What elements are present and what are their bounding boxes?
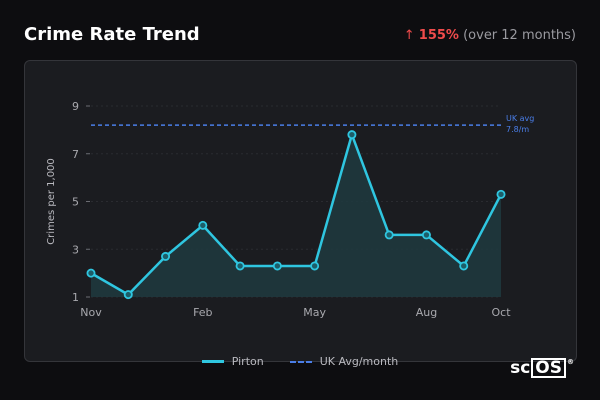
- y-tick-label: 7: [72, 148, 79, 161]
- legend-item-reference[interactable]: UK Avg/month: [289, 355, 399, 368]
- data-point: [161, 251, 171, 261]
- reference-label-line2: 7.8/m: [506, 125, 529, 134]
- logo-text-box: OS: [531, 358, 566, 378]
- series-area: [91, 134, 501, 297]
- data-point: [198, 220, 208, 230]
- legend-item-series[interactable]: Pirton: [201, 355, 264, 368]
- x-tick-label: Feb: [193, 306, 212, 319]
- x-tick-label: Oct: [491, 306, 511, 319]
- legend-swatch-series: [201, 360, 224, 363]
- change-percent: 155%: [418, 28, 459, 43]
- change-summary: ↑ 155% (over 12 months): [404, 28, 576, 43]
- y-axis-label: Crimes per 1,000: [46, 158, 57, 245]
- legend-label-reference: UK Avg/month: [319, 355, 399, 368]
- chart-title: Crime Rate Trend: [24, 24, 200, 45]
- data-point: [347, 130, 357, 140]
- series-line: [90, 133, 503, 296]
- data-point: [421, 230, 431, 240]
- brand-logo: sc OS ®: [510, 358, 574, 378]
- change-period: (over 12 months): [463, 28, 576, 43]
- legend-swatch-reference: [289, 360, 312, 363]
- up-arrow-icon: ↑: [403, 28, 415, 43]
- y-tick-label: 5: [72, 196, 79, 209]
- data-point: [235, 261, 245, 271]
- reference-label-line1: UK avg: [506, 114, 534, 123]
- data-point: [123, 290, 133, 300]
- data-point: [496, 189, 506, 199]
- data-point: [272, 261, 282, 271]
- chart-legend: Pirton UK Avg/month: [0, 355, 600, 368]
- x-tick-label: Aug: [416, 306, 437, 319]
- x-tick-label: May: [303, 306, 326, 319]
- data-point: [86, 268, 96, 278]
- y-tick-label: 1: [72, 291, 79, 304]
- x-tick-label: Nov: [80, 306, 102, 319]
- logo-registered-mark: ®: [567, 358, 574, 366]
- y-tick-label: 9: [72, 100, 79, 113]
- logo-text-left: sc: [510, 358, 531, 378]
- chart-panel: [24, 60, 577, 362]
- data-point: [310, 261, 320, 271]
- y-tick-label: 3: [72, 243, 79, 256]
- legend-label-series: Pirton: [231, 355, 264, 368]
- data-point: [384, 230, 394, 240]
- data-point: [459, 261, 469, 271]
